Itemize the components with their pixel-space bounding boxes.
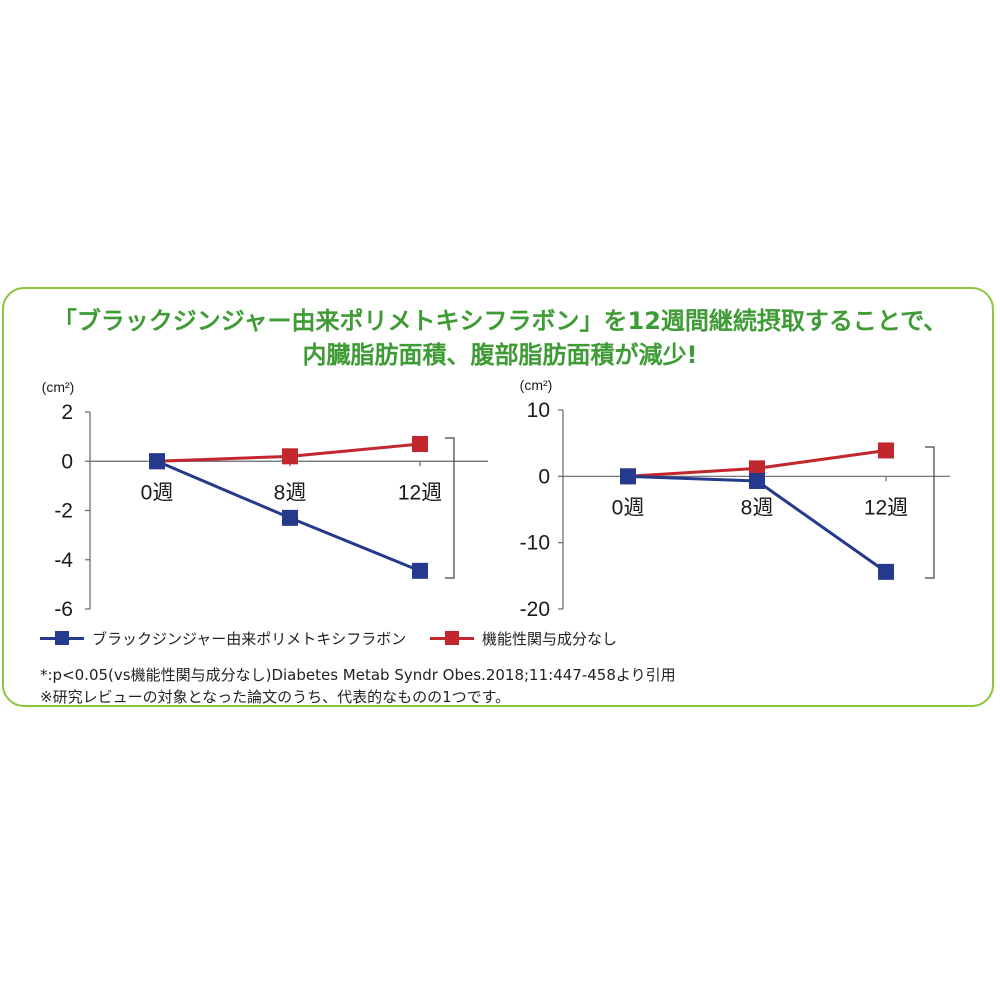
citation-note: *:p<0.05(vs機能性関与成分なし)Diabetes Metab Synd… (40, 666, 676, 684)
data-point-red-2 (878, 442, 894, 459)
chart-panel-frame (2, 287, 994, 707)
data-point-red-1 (749, 460, 765, 477)
legend-label-blue: ブラックジンジャー由来ポリメトキシフラボン (92, 629, 407, 648)
x-tick-label: 8週 (741, 496, 774, 519)
y-tick-label: 10 (527, 399, 550, 422)
data-point-blue-1 (282, 509, 298, 526)
legend-item-red: 機能性関与成分なし (430, 626, 617, 650)
legend-item-blue: ブラックジンジャー由来ポリメトキシフラボン (40, 626, 406, 650)
y-unit-label: (cm²) (520, 377, 553, 393)
significance-bracket (925, 446, 935, 579)
data-point-red-2 (412, 436, 428, 453)
x-tick-label: 0週 (612, 496, 645, 519)
data-point-blue-1 (749, 472, 765, 489)
chart-2: (cm²) 10 0 -10 -20 0週 8週 12週 (520, 377, 950, 621)
data-point-blue-0 (620, 468, 636, 485)
y-tick-label: -10 (520, 532, 550, 555)
data-point-blue-0 (149, 453, 165, 470)
legend-swatch-blue (40, 628, 84, 648)
x-tick-label: 8週 (274, 481, 307, 504)
data-point-red-1 (282, 448, 298, 465)
chart-1: (cm²) 2 0 -2 -4 -6 0週 8週 12週 (42, 379, 488, 621)
x-tick-label: 0週 (141, 481, 174, 504)
data-point-blue-2 (412, 562, 428, 579)
x-tick-label: 12週 (864, 496, 908, 519)
significance-bracket (445, 437, 455, 579)
y-tick-label: -4 (54, 549, 73, 572)
y-tick-label: -20 (520, 598, 550, 621)
headline-line-1: 「ブラックジンジャー由来ポリメトキシフラボン」を12週間継続摂取することで、 (52, 307, 948, 335)
y-tick-label: -2 (54, 500, 73, 523)
y-tick-label: 0 (61, 450, 73, 473)
y-unit-label: (cm²) (42, 379, 75, 395)
disclaimer-note: ※研究レビューの対象となった論文のうち、代表的なものの1つです。 (40, 688, 511, 706)
y-tick-label: 2 (61, 401, 73, 424)
data-point-blue-2 (878, 563, 894, 580)
series-line-blue (627, 474, 887, 574)
headline-line-2: 内臓脂肪面積、腹部脂肪面積が減少! (302, 341, 698, 369)
legend-swatch-red (430, 628, 474, 648)
y-tick-label: -6 (54, 598, 73, 621)
legend-label-red: 機能性関与成分なし (482, 629, 618, 648)
y-tick-label: 0 (538, 465, 550, 488)
x-tick-label: 12週 (398, 481, 442, 504)
